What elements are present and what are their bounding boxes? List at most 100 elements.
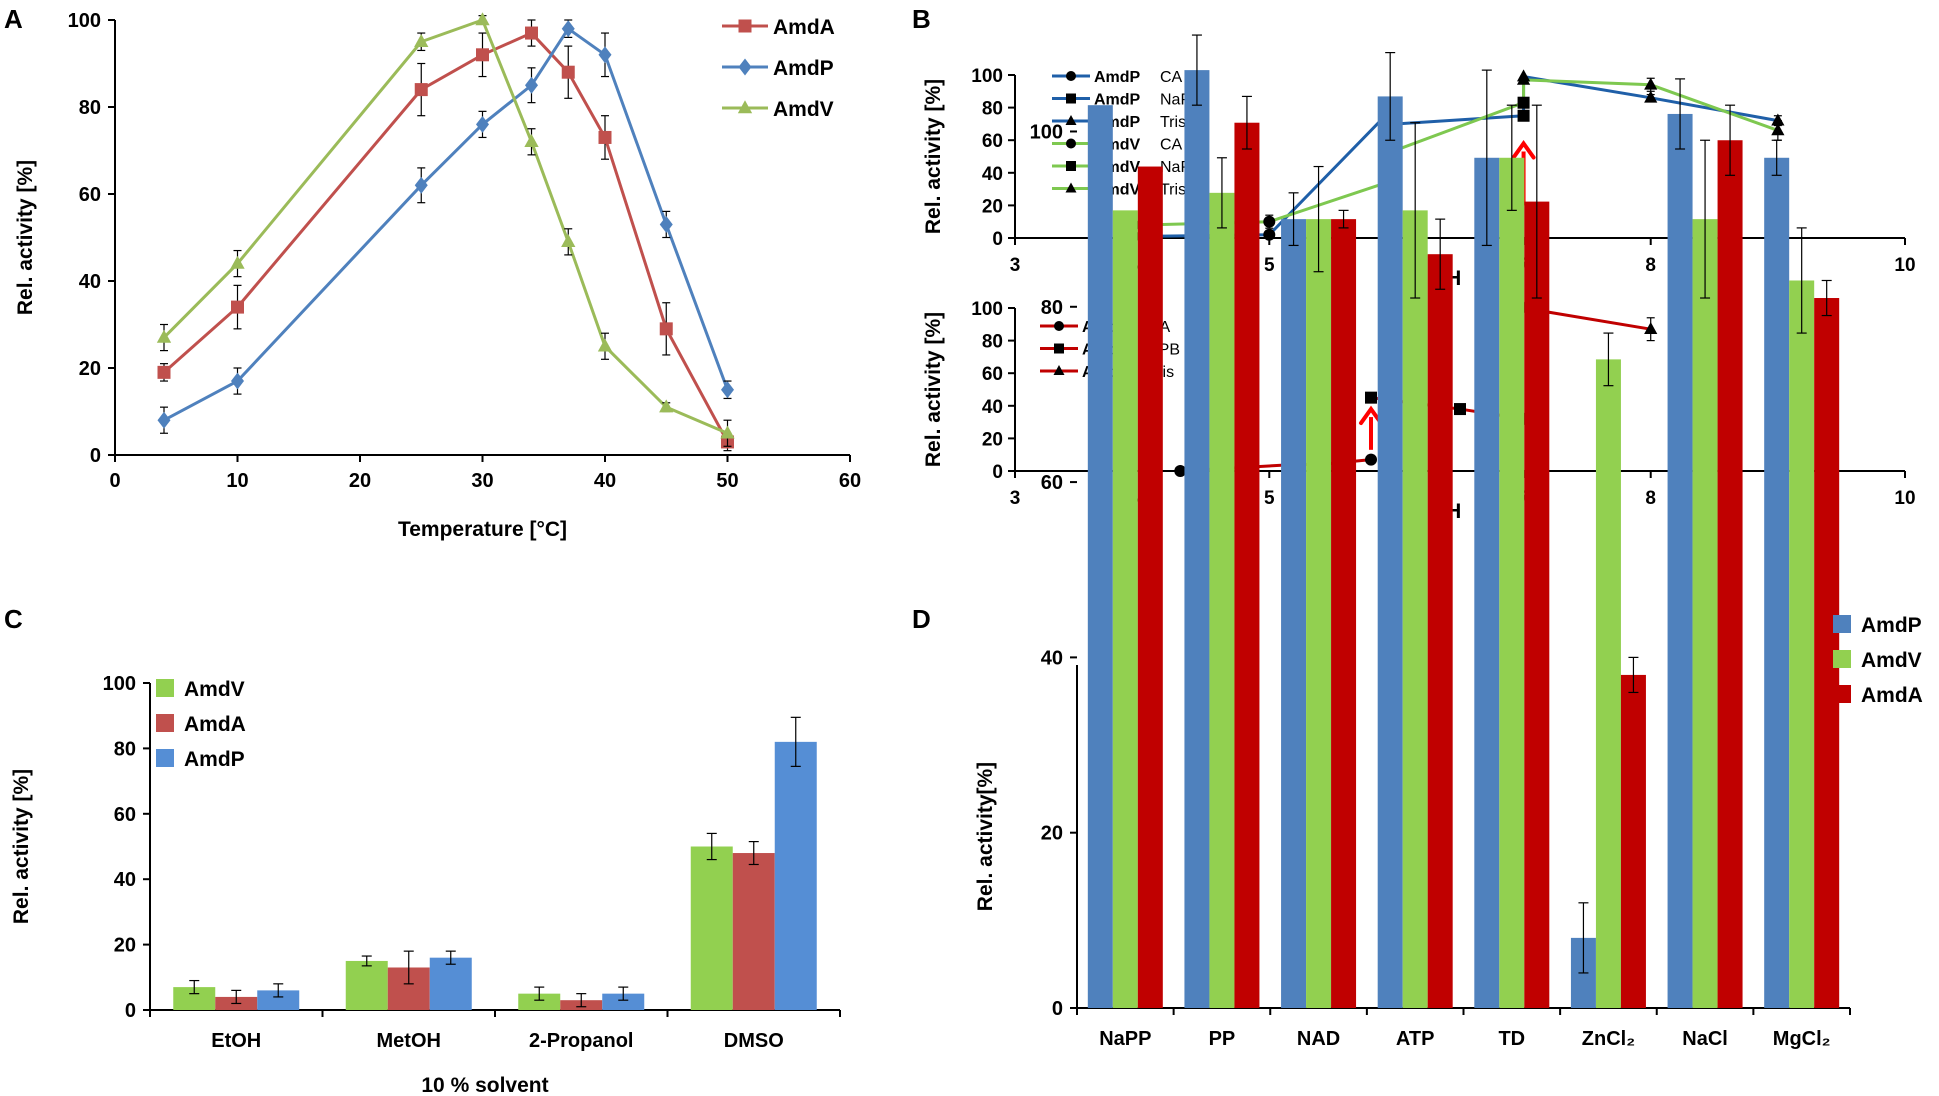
data-point bbox=[1263, 228, 1276, 241]
y-tick-label: 80 bbox=[114, 738, 136, 760]
y-tick-label: 0 bbox=[992, 462, 1003, 483]
bar-amda bbox=[1234, 122, 1260, 1009]
legend-swatch-marker bbox=[1066, 138, 1076, 149]
bar-amdp bbox=[1087, 105, 1113, 1008]
data-point bbox=[1771, 123, 1785, 136]
bar-amdp bbox=[1667, 113, 1693, 1009]
legend-swatch-marker bbox=[738, 58, 752, 76]
panel-label-b: B bbox=[912, 4, 931, 34]
legend-swatch bbox=[1833, 650, 1851, 668]
category-label: NaCl bbox=[1682, 1028, 1728, 1050]
legend-entry: AmdV bbox=[1861, 649, 1922, 672]
legend-entry-name: AmdP bbox=[1094, 92, 1141, 109]
data-point bbox=[476, 115, 489, 133]
y-tick-label: 20 bbox=[79, 358, 101, 380]
category-label: PP bbox=[1209, 1028, 1236, 1050]
data-point bbox=[476, 48, 489, 62]
category-label: EtOH bbox=[211, 1030, 261, 1052]
y-tick-label: 80 bbox=[1041, 297, 1063, 319]
data-point bbox=[1644, 77, 1658, 90]
bar-amdv bbox=[690, 846, 733, 1010]
bar-amdp bbox=[257, 990, 300, 1010]
legend-swatch-marker bbox=[1066, 71, 1076, 81]
data-point bbox=[156, 329, 172, 343]
data-point bbox=[561, 65, 575, 79]
category-label: ZnCl₂ bbox=[1582, 1028, 1635, 1050]
bar-amdp bbox=[429, 957, 472, 1010]
x-tick-label: 30 bbox=[471, 470, 493, 492]
legend-swatch bbox=[156, 714, 174, 732]
y-axis-title: Rel. activity [%] bbox=[922, 79, 945, 234]
category-label: NaPP bbox=[1099, 1028, 1151, 1050]
bar-amdv bbox=[173, 987, 216, 1010]
bar-amdv bbox=[1595, 359, 1621, 1008]
data-point bbox=[157, 365, 171, 379]
data-point bbox=[1516, 72, 1531, 85]
legend-swatch bbox=[1833, 615, 1851, 633]
data-point bbox=[231, 372, 244, 390]
data-point bbox=[597, 338, 613, 352]
bar-amda bbox=[1524, 201, 1550, 1009]
data-point bbox=[659, 216, 673, 233]
x-tick-label: 5 bbox=[1264, 488, 1275, 509]
y-tick-label: 40 bbox=[114, 869, 136, 891]
y-tick-label: 0 bbox=[1052, 998, 1063, 1020]
legend-swatch bbox=[1833, 685, 1851, 703]
data-point bbox=[157, 411, 171, 429]
x-tick-label: 0 bbox=[109, 470, 120, 492]
x-tick-label: 20 bbox=[349, 470, 371, 492]
data-point bbox=[720, 425, 735, 439]
legend-entry-buffer: CA bbox=[1160, 69, 1183, 86]
data-point bbox=[659, 322, 673, 336]
series-line-amdv-napb bbox=[1395, 101, 1525, 152]
x-tick-label: 10 bbox=[1894, 488, 1915, 509]
data-point bbox=[721, 381, 734, 399]
legend-swatch-marker bbox=[1066, 93, 1076, 104]
bar-amdv bbox=[1692, 219, 1718, 1008]
x-tick-label: 8 bbox=[1645, 255, 1656, 276]
data-point bbox=[598, 46, 612, 64]
y-axis-title: Rel. activity [%] bbox=[922, 312, 945, 467]
y-tick-label: 100 bbox=[971, 66, 1003, 87]
bar-amdp bbox=[1184, 70, 1210, 1008]
data-point bbox=[561, 20, 575, 38]
data-point bbox=[414, 33, 429, 47]
y-tick-label: 20 bbox=[982, 196, 1003, 217]
y-tick-label: 0 bbox=[125, 1000, 136, 1022]
bar-amdv bbox=[345, 960, 388, 1010]
data-point bbox=[1365, 391, 1377, 404]
legend-entry-buffer: Tris bbox=[1160, 182, 1186, 199]
y-tick-label: 0 bbox=[992, 229, 1003, 250]
legend-swatch-marker bbox=[1066, 161, 1076, 171]
y-tick-label: 80 bbox=[982, 99, 1003, 120]
y-axis-title: Rel. activity[%] bbox=[974, 762, 997, 911]
bar-amdv bbox=[1499, 157, 1525, 1008]
x-tick-label: 40 bbox=[594, 470, 616, 492]
bar-amdv bbox=[1402, 210, 1428, 1008]
y-tick-label: 40 bbox=[79, 271, 101, 293]
ph-optimum-arrow-head bbox=[1511, 140, 1536, 160]
legend-entry: AmdV bbox=[184, 678, 245, 701]
ph-optimum-arrow-head bbox=[1359, 405, 1383, 426]
data-point bbox=[1517, 109, 1530, 122]
data-point bbox=[1263, 215, 1276, 228]
x-tick-label: 8 bbox=[1645, 488, 1656, 509]
legend-entry: AmdA bbox=[773, 16, 835, 39]
category-label: TD bbox=[1498, 1028, 1525, 1050]
category-label: 2-Propanol bbox=[529, 1030, 633, 1052]
y-tick-label: 100 bbox=[971, 299, 1003, 320]
legend-entry: AmdP bbox=[773, 57, 834, 80]
legend-swatch-marker bbox=[1065, 182, 1077, 193]
legend-entry-buffer: CA bbox=[1160, 137, 1183, 154]
legend-swatch-marker bbox=[1054, 321, 1064, 331]
legend-swatch-marker bbox=[1054, 343, 1064, 354]
category-label: DMSO bbox=[724, 1030, 784, 1052]
data-point bbox=[1771, 113, 1785, 126]
bar-amdp bbox=[1474, 157, 1500, 1008]
legend-swatch-marker bbox=[1065, 115, 1077, 125]
y-tick-label: 0 bbox=[90, 445, 101, 467]
data-point bbox=[525, 76, 538, 94]
series-line-amda bbox=[163, 31, 729, 443]
legend-swatch bbox=[156, 679, 174, 697]
